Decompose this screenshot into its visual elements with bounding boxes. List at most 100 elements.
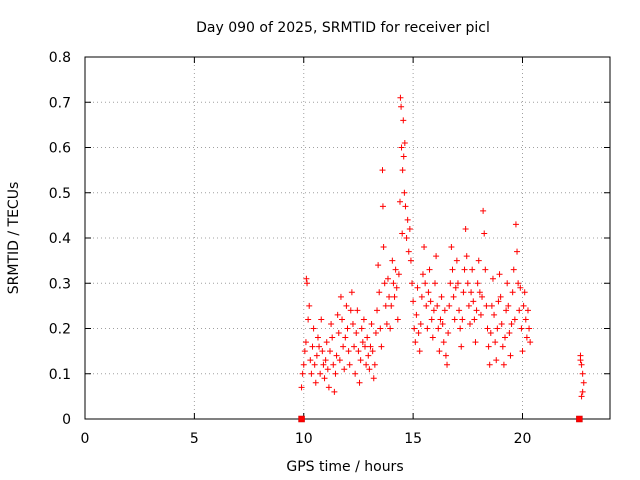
data-point bbox=[399, 167, 406, 174]
data-point bbox=[514, 248, 521, 255]
data-point bbox=[424, 325, 431, 332]
data-point bbox=[496, 271, 503, 278]
data-point bbox=[521, 289, 528, 296]
data-point bbox=[448, 244, 455, 251]
data-point bbox=[469, 266, 476, 273]
data-point bbox=[391, 293, 398, 300]
data-point bbox=[515, 280, 522, 287]
data-point bbox=[506, 330, 513, 337]
data-point bbox=[369, 348, 376, 355]
data-point bbox=[421, 244, 428, 251]
data-point bbox=[457, 325, 464, 332]
data-point bbox=[339, 316, 346, 323]
data-point bbox=[451, 316, 458, 323]
data-point bbox=[498, 320, 505, 327]
data-point bbox=[404, 216, 411, 223]
data-point bbox=[495, 298, 502, 305]
data-point bbox=[340, 343, 347, 350]
data-point bbox=[360, 316, 367, 323]
data-point bbox=[446, 302, 453, 309]
data-point bbox=[316, 343, 323, 350]
data-point bbox=[436, 348, 443, 355]
data-point bbox=[497, 293, 504, 300]
data-point bbox=[325, 384, 332, 391]
data-point bbox=[445, 330, 452, 337]
data-point bbox=[422, 280, 429, 287]
data-point bbox=[438, 293, 445, 300]
grid-lines bbox=[85, 57, 610, 419]
data-point bbox=[345, 348, 352, 355]
data-point bbox=[517, 284, 524, 291]
data-point bbox=[347, 307, 354, 314]
data-point bbox=[405, 248, 412, 255]
data-point bbox=[409, 280, 416, 287]
data-point bbox=[577, 357, 584, 364]
data-point bbox=[313, 352, 320, 359]
data-point bbox=[327, 348, 333, 355]
data-point bbox=[428, 316, 435, 323]
data-point bbox=[432, 280, 438, 287]
data-point bbox=[453, 257, 460, 264]
data-point bbox=[384, 275, 391, 282]
data-point bbox=[499, 343, 506, 350]
data-point bbox=[377, 325, 384, 332]
x-tick-label: 0 bbox=[81, 431, 90, 447]
data-point bbox=[520, 302, 527, 309]
y-tick-label: 0.7 bbox=[49, 95, 71, 111]
data-point bbox=[399, 230, 406, 237]
data-point bbox=[341, 366, 348, 373]
data-series-srmtid bbox=[298, 94, 587, 423]
data-point bbox=[492, 339, 499, 346]
data-point bbox=[329, 334, 336, 341]
data-point bbox=[352, 370, 359, 377]
data-point bbox=[351, 343, 358, 350]
data-point bbox=[463, 253, 470, 260]
data-point bbox=[400, 153, 407, 160]
data-point bbox=[447, 280, 454, 287]
data-point bbox=[512, 221, 519, 228]
data-point bbox=[486, 361, 493, 368]
data-point bbox=[312, 379, 319, 386]
data-point bbox=[334, 311, 341, 318]
data-point bbox=[429, 334, 436, 341]
data-point bbox=[502, 334, 508, 341]
data-point bbox=[319, 348, 326, 355]
data-point bbox=[493, 357, 500, 364]
data-point bbox=[503, 307, 510, 314]
data-point bbox=[349, 320, 356, 327]
data-point bbox=[579, 388, 586, 395]
data-point bbox=[364, 334, 371, 341]
data-point bbox=[332, 370, 339, 377]
zero-marker bbox=[576, 415, 583, 423]
data-point bbox=[468, 289, 475, 296]
data-point bbox=[487, 330, 494, 337]
data-point bbox=[522, 316, 529, 323]
data-point bbox=[383, 320, 390, 327]
data-point bbox=[375, 262, 382, 269]
data-point bbox=[305, 316, 312, 323]
data-point bbox=[518, 325, 525, 332]
data-point bbox=[335, 330, 342, 337]
data-point bbox=[366, 366, 373, 373]
data-point bbox=[505, 302, 512, 309]
data-point bbox=[461, 266, 468, 273]
data-point bbox=[433, 253, 440, 260]
y-tick-label: 0.8 bbox=[49, 50, 71, 66]
data-point bbox=[441, 307, 448, 314]
data-point bbox=[309, 343, 316, 350]
data-point bbox=[371, 361, 378, 368]
data-point bbox=[330, 361, 337, 368]
data-point bbox=[382, 302, 389, 309]
data-point bbox=[507, 352, 514, 359]
data-point bbox=[423, 302, 430, 309]
data-point bbox=[459, 316, 466, 323]
data-point bbox=[357, 357, 364, 364]
data-point bbox=[430, 307, 437, 314]
data-point bbox=[484, 325, 491, 332]
data-point bbox=[415, 330, 422, 337]
data-point bbox=[472, 339, 479, 346]
data-point bbox=[407, 257, 414, 264]
data-point bbox=[300, 361, 307, 368]
